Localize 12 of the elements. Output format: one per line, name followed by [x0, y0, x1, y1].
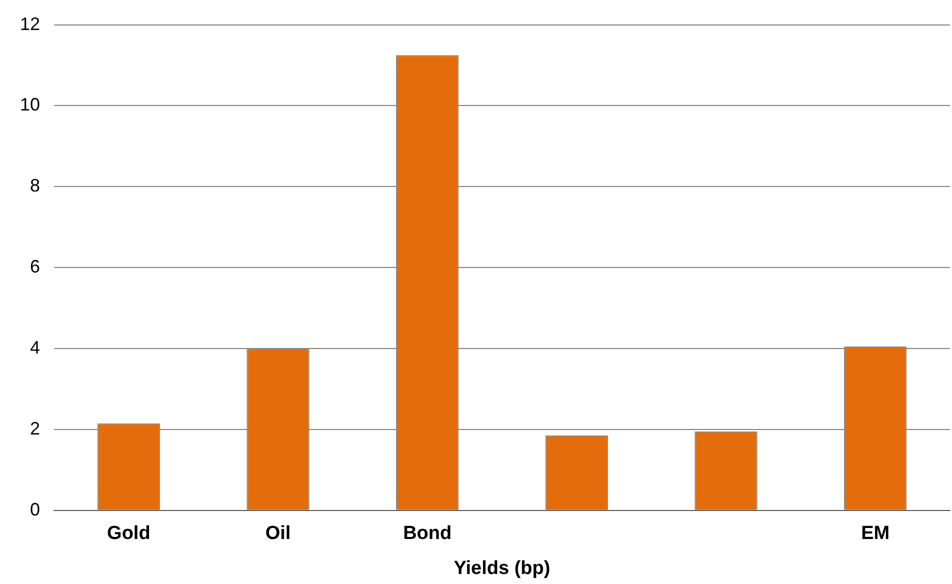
x-tick-label: Bond: [403, 523, 452, 544]
x-tick-label: EM: [861, 523, 890, 544]
y-tick-label: 6: [30, 256, 40, 277]
y-tick-label: 0: [30, 499, 40, 520]
y-tick-label: 2: [30, 418, 40, 438]
x-tick-label: Gold: [107, 523, 150, 544]
y-tick-label: 4: [30, 338, 40, 358]
y-tick-label: 12: [20, 14, 40, 34]
x-axis-title: Yields (bp): [454, 558, 550, 579]
y-tick-label: 10: [20, 94, 40, 115]
y-tick-label: 8: [30, 176, 40, 196]
x-tick-label: Oil: [265, 523, 291, 544]
